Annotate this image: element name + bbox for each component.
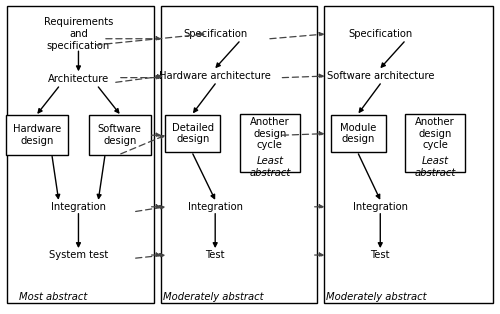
Text: Test: Test xyxy=(370,250,390,260)
Text: Test: Test xyxy=(206,250,225,260)
Text: System test: System test xyxy=(49,250,108,260)
Bar xyxy=(405,114,465,172)
Text: Another
design
cycle: Another design cycle xyxy=(250,117,290,150)
Bar xyxy=(240,114,300,172)
Text: Software
design: Software design xyxy=(98,124,142,146)
Text: Architecture: Architecture xyxy=(48,74,109,84)
Text: Specification: Specification xyxy=(348,29,412,39)
Bar xyxy=(331,115,386,152)
Bar xyxy=(6,115,68,155)
Text: Moderately abstract: Moderately abstract xyxy=(163,292,264,302)
Text: Most abstract: Most abstract xyxy=(19,292,87,302)
Text: Software architecture: Software architecture xyxy=(326,71,434,81)
Text: Integration: Integration xyxy=(353,202,408,212)
Text: Hardware architecture: Hardware architecture xyxy=(160,71,271,81)
Text: Moderately abstract: Moderately abstract xyxy=(326,292,426,302)
Text: Integration: Integration xyxy=(51,202,106,212)
Bar xyxy=(88,115,151,155)
Text: Least
abstract: Least abstract xyxy=(250,156,290,178)
Text: Specification: Specification xyxy=(183,29,248,39)
Text: Least
abstract: Least abstract xyxy=(414,156,456,178)
Text: Another
design
cycle: Another design cycle xyxy=(415,117,455,150)
Bar xyxy=(160,6,317,303)
Text: Hardware
design: Hardware design xyxy=(13,124,62,146)
Text: Integration: Integration xyxy=(188,202,242,212)
Bar xyxy=(8,6,154,303)
Text: Module
design: Module design xyxy=(340,123,376,144)
Text: Requirements
and
specification: Requirements and specification xyxy=(44,18,113,51)
Bar xyxy=(324,6,492,303)
Text: Detailed
design: Detailed design xyxy=(172,123,214,144)
Bar xyxy=(166,115,220,152)
